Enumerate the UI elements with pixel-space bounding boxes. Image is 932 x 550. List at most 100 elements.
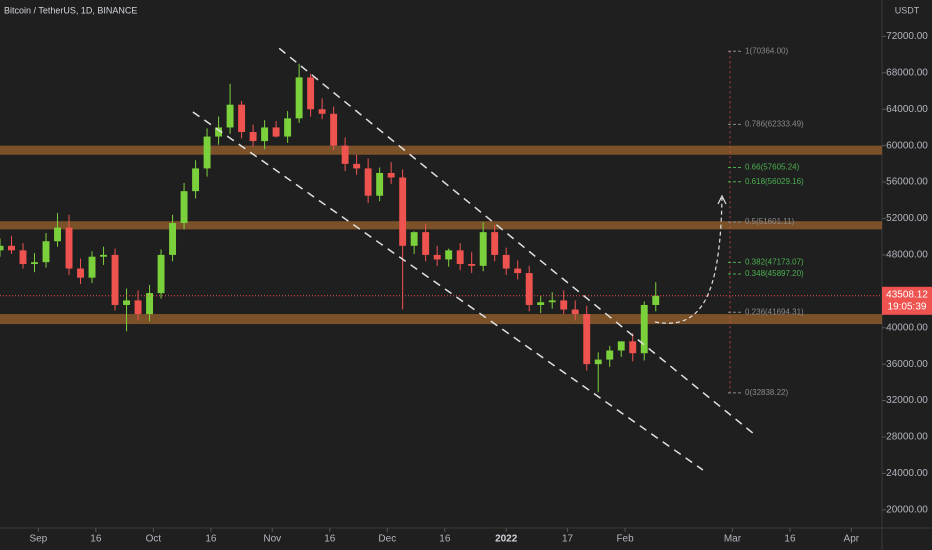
zones xyxy=(0,145,882,325)
x-tick-label: 16 xyxy=(439,534,451,545)
candle-body xyxy=(514,268,522,274)
fib-label: 0.66(57605.24) xyxy=(745,163,800,172)
candle-body xyxy=(399,177,407,246)
candle-body xyxy=(249,132,257,142)
candle-body xyxy=(468,264,476,266)
support-resistance-zone xyxy=(0,145,882,155)
candle-body xyxy=(0,245,4,251)
candle-body xyxy=(456,250,464,264)
currency-label: USDT xyxy=(895,5,920,15)
x-tick-label: Sep xyxy=(29,534,47,545)
x-tick-label: Oct xyxy=(146,534,162,545)
support-resistance-zone xyxy=(0,221,882,230)
candle-body xyxy=(100,254,107,257)
candle-body xyxy=(560,300,568,310)
x-tick-label: Mar xyxy=(724,534,742,545)
y-tick-label: 40000.00 xyxy=(886,322,928,333)
candle-body xyxy=(261,127,269,142)
x-tick-label: 16 xyxy=(324,534,336,545)
candle-body xyxy=(376,172,384,196)
candle-body xyxy=(491,232,499,255)
countdown-label: 19:05:39 xyxy=(888,301,927,312)
candles xyxy=(0,63,660,393)
x-tick-label: 2022 xyxy=(495,534,518,545)
y-tick-label: 48000.00 xyxy=(886,250,928,261)
candle-body xyxy=(537,302,545,305)
fib-label: 0.5(51601.11) xyxy=(745,217,795,226)
x-tick-label: 17 xyxy=(562,534,574,545)
candle-body xyxy=(479,232,487,266)
axes: 20000.00 24000.00 28000.00 32000.00 36000.00… xyxy=(29,31,932,545)
candle-body xyxy=(8,245,15,251)
candle-body xyxy=(123,300,130,305)
fib-label: 1(70364.00) xyxy=(745,46,788,55)
projection-curve xyxy=(654,197,723,324)
candle-body xyxy=(330,113,338,146)
candle-body xyxy=(318,109,326,114)
candle-body xyxy=(640,304,648,354)
y-tick-label: 68000.00 xyxy=(886,67,928,78)
last-price-box xyxy=(882,286,932,315)
candle-body xyxy=(364,168,372,196)
y-tick-label: 24000.00 xyxy=(886,468,928,479)
channel-line xyxy=(192,111,704,471)
fib-label: 0.786(62333.49) xyxy=(745,120,804,129)
candle-body xyxy=(594,359,602,365)
chart-title: Bitcoin / TetherUS, 1D, BINANCE xyxy=(4,5,137,15)
y-tick-label: 60000.00 xyxy=(886,140,928,151)
x-tick-label: Feb xyxy=(616,534,634,545)
x-tick-label: Dec xyxy=(378,534,396,545)
fib-label: 0.236(41694.31) xyxy=(745,307,804,316)
candle-body xyxy=(192,168,200,192)
candle-body xyxy=(65,227,73,269)
candle-body xyxy=(42,241,50,263)
candle-body xyxy=(134,300,142,315)
fib-label: 0(32838.22) xyxy=(745,388,788,397)
candle-body xyxy=(157,254,165,294)
candle-body xyxy=(54,227,61,242)
candle-body xyxy=(433,254,441,260)
candle-body xyxy=(341,145,349,164)
candle-body xyxy=(606,350,614,360)
candle-body xyxy=(284,118,292,137)
candle-body xyxy=(77,268,84,278)
candle-body xyxy=(583,314,591,365)
y-tick-label: 72000.00 xyxy=(886,31,928,42)
y-tick-label: 28000.00 xyxy=(886,432,928,443)
candle-body xyxy=(272,127,280,137)
y-tick-label: 32000.00 xyxy=(886,395,928,406)
candle-body xyxy=(203,136,211,169)
candle-body xyxy=(617,341,625,351)
candle-body xyxy=(169,223,177,255)
candle-body xyxy=(548,300,556,303)
fib-label: 0.348(45897.20) xyxy=(745,269,804,278)
x-tick-label: 16 xyxy=(90,534,102,545)
candle-body xyxy=(422,232,430,255)
candle-body xyxy=(295,77,303,119)
candle-body xyxy=(652,295,660,305)
candle-body xyxy=(215,127,223,137)
candle-body xyxy=(502,254,510,269)
y-tick-label: 56000.00 xyxy=(886,177,928,188)
support-resistance-zone xyxy=(0,314,882,325)
candle-body xyxy=(180,191,188,224)
last-price-label: 43508.12 xyxy=(886,289,928,300)
candle-body xyxy=(525,273,533,305)
channel-line xyxy=(278,47,756,436)
y-tick-label: 52000.00 xyxy=(886,213,928,224)
candle-body xyxy=(238,104,246,132)
fib-label: 0.618(56029.16) xyxy=(745,177,804,186)
candle-body xyxy=(307,77,315,110)
x-tick-label: 16 xyxy=(784,534,796,545)
candle-body xyxy=(111,254,119,305)
x-tick-label: Nov xyxy=(263,534,281,545)
drawings: 1(70364.00) 0.786(62333.49) 0.66(57605.24)… xyxy=(0,46,882,471)
fib-label: 0.382(47173.07) xyxy=(745,258,804,267)
candle-body xyxy=(353,163,361,169)
candle-body xyxy=(445,250,453,260)
x-tick-label: Apr xyxy=(844,534,860,545)
y-tick-label: 64000.00 xyxy=(886,104,928,115)
candle-body xyxy=(410,232,418,246)
y-tick-label: 36000.00 xyxy=(886,359,928,370)
